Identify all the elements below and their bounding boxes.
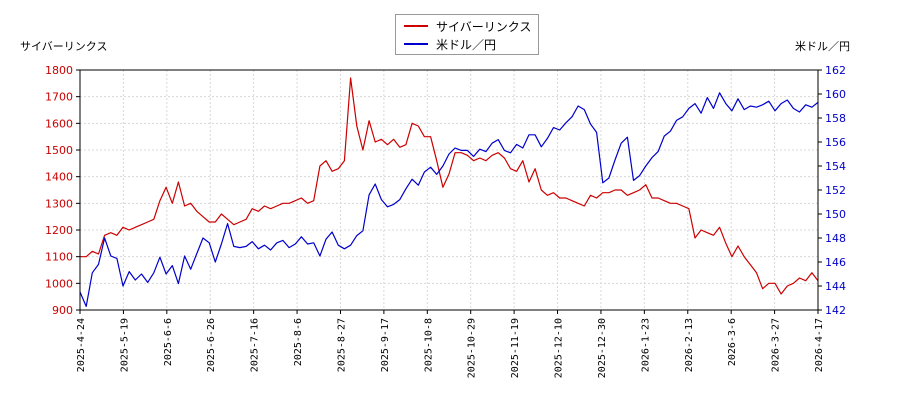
x-tick-label: 2025-8-6 [293, 318, 304, 366]
left-tick-label: 1000 [45, 277, 73, 290]
grid-lines [79, 69, 819, 311]
plot-frame [79, 69, 819, 311]
right-tick-label: 158 [825, 112, 846, 125]
right-tick-label: 148 [825, 232, 846, 245]
x-tick-label: 2026-2-13 [684, 318, 695, 372]
legend-item-cyberlinks: サイバーリンクス [404, 17, 531, 35]
x-tick-label: 2025-12-30 [597, 318, 608, 378]
left-tick-label: 1700 [45, 91, 73, 104]
left-tick-label: 1300 [45, 197, 73, 210]
right-tick-label: 146 [825, 256, 846, 269]
series-line [79, 92, 819, 307]
legend-item-usdjpy: 米ドル／円 [404, 35, 496, 53]
x-tick-label: 2025-9-17 [380, 318, 391, 372]
left-tick-label: 1200 [45, 224, 73, 237]
right-tick-label: 156 [825, 136, 846, 149]
x-tick-label: 2025-12-10 [554, 318, 565, 378]
x-tick-label: 2025-8-27 [336, 318, 347, 372]
x-tick-label: 2025-7-16 [250, 318, 261, 372]
legend-label-usdjpy: 米ドル／円 [436, 37, 497, 52]
left-tick-label: 1100 [45, 251, 73, 264]
x-tick-label: 2025-6-6 [163, 318, 174, 366]
right-tick-label: 150 [825, 208, 846, 221]
x-tick-label: 2026-1-23 [640, 318, 651, 372]
legend-swatch-cyberlinks [404, 25, 428, 27]
series-line [80, 77, 819, 295]
x-axis: 2025-4-24 2025-5-19 2025-6-6 2025-6-26 2025-… [76, 310, 825, 378]
right-axis: 142 144 146 148 150 152 154 156 158 160 162 [818, 64, 846, 317]
right-tick-label: 160 [825, 88, 846, 101]
right-tick-label: 154 [825, 160, 846, 173]
series-usdjpy [79, 92, 819, 307]
x-tick-label: 2025-6-26 [206, 318, 217, 372]
right-axis-title: 米ドル／円 [795, 40, 850, 53]
right-tick-label: 162 [825, 64, 846, 77]
x-tick-label: 2026-3-27 [771, 318, 782, 372]
legend-swatch-usdjpy [404, 43, 428, 45]
left-axis: 900 1000 1100 1200 1300 1400 1500 1600 1700 1800 [45, 64, 80, 317]
left-tick-label: 1500 [45, 144, 73, 157]
left-tick-label: 1400 [45, 171, 73, 184]
right-tick-label: 142 [825, 304, 846, 317]
x-tick-label: 2026-3-6 [727, 318, 738, 366]
right-tick-label: 152 [825, 184, 846, 197]
legend-label-cyberlinks: サイバーリンクス [436, 19, 532, 34]
left-tick-label: 1600 [45, 117, 73, 130]
x-tick-label: 2025-11-19 [510, 318, 521, 378]
legend: サイバーリンクス 米ドル／円 [395, 14, 539, 55]
left-tick-label: 900 [52, 304, 73, 317]
left-tick-label: 1800 [45, 64, 73, 77]
x-tick-label: 2025-10-29 [467, 318, 478, 378]
x-tick-label: 2025-10-8 [423, 318, 434, 372]
series-cyberlinks [80, 77, 819, 295]
x-tick-label: 2025-5-19 [119, 318, 130, 372]
x-tick-label: 2025-4-24 [76, 318, 87, 372]
left-axis-title: サイバーリンクス [20, 40, 108, 53]
x-tick-label: 2026-4-17 [814, 318, 825, 372]
right-tick-label: 144 [825, 280, 846, 293]
